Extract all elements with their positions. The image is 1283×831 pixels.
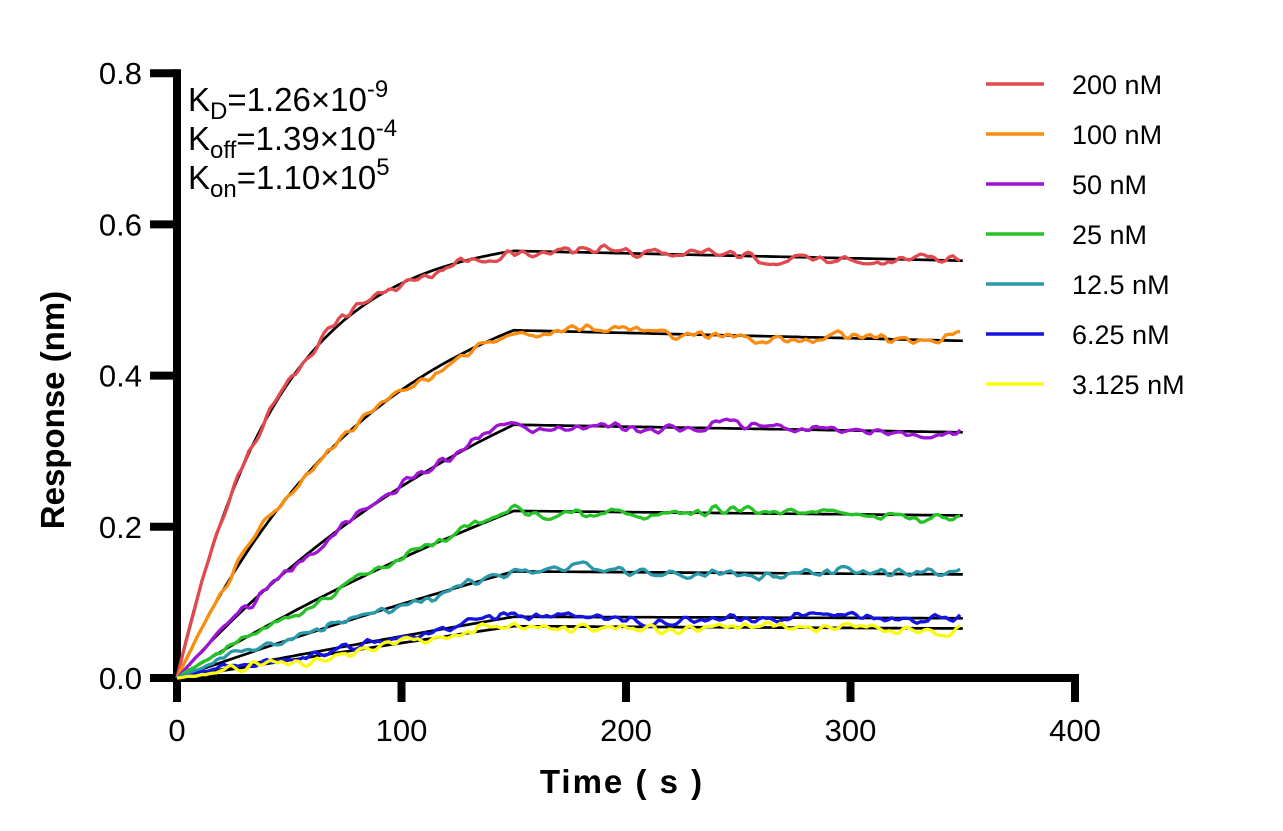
legend-label: 50 nM [1072, 170, 1147, 200]
y-tick-label: 0.8 [99, 56, 142, 91]
legend-entry-25nM: 25 nM [986, 220, 1147, 250]
legend-label: 3.125 nM [1072, 370, 1185, 400]
data-curves [175, 243, 962, 680]
x-tick-label: 200 [600, 713, 652, 748]
x-tick-label: 0 [168, 713, 185, 748]
legend-entry-200nM: 200 nM [986, 70, 1162, 100]
data-curve-50nM [175, 417, 962, 680]
legend-entry-12.5nM: 12.5 nM [986, 270, 1170, 300]
kinetics-line-KD: KD=1.26×10-9 [188, 76, 388, 125]
data-curve-200nM [175, 243, 961, 679]
legend-label: 200 nM [1072, 70, 1162, 100]
x-tick-label: 300 [825, 713, 877, 748]
legend-label: 6.25 nM [1072, 320, 1170, 350]
x-tick-label: 100 [376, 713, 428, 748]
legend-entry-3.125nM: 3.125 nM [986, 370, 1185, 400]
y-tick-label: 0.0 [99, 661, 142, 696]
data-curve-25nM [176, 503, 961, 680]
fit-curve-50nM [175, 423, 963, 679]
fit-curve-25nM [176, 509, 963, 680]
data-curve-6.25nM [176, 610, 962, 680]
legend-label: 25 nM [1072, 220, 1147, 250]
legend: 200 nM 100 nM 50 nM 25 nM 12.5 nM 6.25 nM 3.12… [986, 70, 1185, 400]
x-axis-title: Time ( s ) [540, 763, 704, 800]
legend-entry-50nM: 50 nM [986, 170, 1147, 200]
kinetics-line-Koff: Koff=1.39×10-4 [188, 115, 397, 164]
data-curve-3.125nM [176, 620, 962, 680]
fit-curve-6.25nM [176, 615, 963, 680]
legend-label: 12.5 nM [1072, 270, 1170, 300]
fit-curve-3.125nM [176, 624, 963, 680]
kinetics-line-Kon: Kon=1.10×105 [188, 154, 390, 203]
legend-entry-100nM: 100 nM [986, 120, 1162, 150]
axes: 0.0 0.2 0.4 0.6 0.8 0 100 200 300 400 [99, 56, 1101, 748]
data-curve-12.5nM [176, 560, 961, 680]
y-tick-label: 0.4 [99, 359, 142, 394]
data-curve-100nM [175, 323, 961, 679]
legend-label: 100 nM [1072, 120, 1162, 150]
legend-entry-6.25nM: 6.25 nM [986, 320, 1170, 350]
x-tick-label: 400 [1049, 713, 1101, 748]
y-tick-label: 0.2 [99, 510, 142, 545]
y-tick-label: 0.6 [99, 207, 142, 242]
y-axis-title: Response (nm) [34, 291, 71, 529]
